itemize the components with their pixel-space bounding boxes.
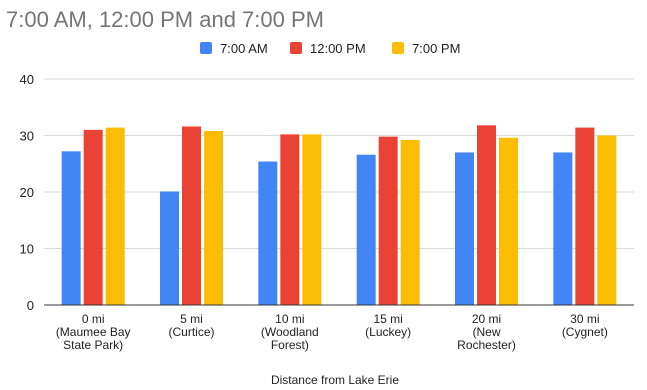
bar bbox=[455, 152, 474, 305]
bar bbox=[182, 126, 201, 306]
x-category-label: (Maumee Bay bbox=[56, 325, 131, 339]
x-category-label: (Luckey) bbox=[365, 325, 411, 339]
x-category-label: 30 mi bbox=[570, 312, 599, 326]
grid bbox=[44, 78, 634, 249]
bar bbox=[356, 154, 376, 305]
bar bbox=[160, 191, 179, 305]
x-category-label: 15 mi bbox=[373, 312, 402, 326]
y-axis-ticks: 0 10 20 30 40 bbox=[20, 72, 34, 313]
bar bbox=[378, 136, 398, 305]
x-category-label: 10 mi bbox=[275, 312, 304, 326]
legend-label: 7:00 AM bbox=[220, 41, 268, 56]
legend-swatch bbox=[290, 42, 302, 54]
bar bbox=[83, 129, 103, 305]
x-category-label: (Curtice) bbox=[168, 325, 214, 339]
legend: 7:00 AM 12:00 PM 7:00 PM bbox=[200, 41, 460, 56]
x-category-label: (Woodland bbox=[261, 325, 319, 339]
bar bbox=[302, 134, 322, 305]
bar bbox=[280, 134, 300, 305]
x-category-label: 5 mi bbox=[180, 312, 203, 326]
legend-label: 12:00 PM bbox=[310, 41, 366, 56]
bar bbox=[575, 127, 595, 305]
legend-swatch bbox=[392, 42, 404, 54]
x-axis-label: Distance from Lake Erie bbox=[271, 373, 399, 387]
bar bbox=[400, 140, 420, 305]
legend-swatch bbox=[200, 42, 212, 54]
x-category-label: 20 mi bbox=[472, 312, 501, 326]
bar bbox=[204, 130, 223, 305]
bar bbox=[61, 151, 81, 305]
y-tick-label: 40 bbox=[20, 72, 34, 87]
bar bbox=[105, 127, 125, 305]
x-category-label: 0 mi bbox=[82, 312, 105, 326]
legend-label: 7:00 PM bbox=[412, 41, 460, 56]
bar bbox=[499, 137, 518, 305]
y-tick-label: 30 bbox=[20, 129, 34, 144]
y-tick-label: 0 bbox=[27, 298, 34, 313]
bar bbox=[597, 135, 617, 305]
x-category-label: Forest) bbox=[271, 338, 309, 352]
y-tick-label: 20 bbox=[20, 185, 34, 200]
bars bbox=[61, 125, 617, 306]
bar bbox=[258, 161, 278, 305]
x-category-label: Rochester) bbox=[457, 338, 516, 352]
x-category-label: State Park) bbox=[63, 338, 123, 352]
chart-title: 7:00 AM, 12:00 PM and 7:00 PM bbox=[6, 7, 324, 32]
bar bbox=[553, 152, 573, 305]
x-category-label: (New bbox=[472, 325, 500, 339]
x-category-label: (Cygnet) bbox=[562, 325, 608, 339]
bar bbox=[477, 125, 496, 305]
y-tick-label: 10 bbox=[20, 242, 34, 257]
